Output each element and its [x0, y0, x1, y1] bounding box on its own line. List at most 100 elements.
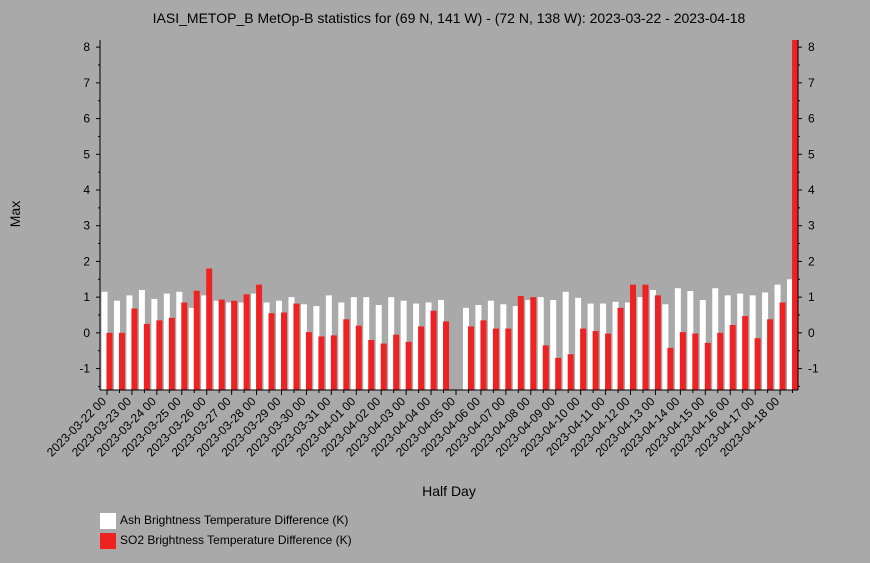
- chart-title: IASI_METOP_B MetOp-B statistics for (69 …: [153, 10, 746, 26]
- ash-bar: [313, 306, 320, 390]
- ash-bar: [375, 305, 382, 390]
- so2-bar: [580, 328, 587, 390]
- legend-swatch-ash: [100, 513, 116, 529]
- so2-bar: [355, 325, 362, 390]
- y-tick-label-left: 5: [83, 147, 90, 161]
- so2-bar: [654, 295, 661, 390]
- ash-bar: [600, 303, 607, 390]
- ash-bar: [687, 291, 694, 390]
- ash-bar: [487, 300, 494, 390]
- legend: Ash Brightness Temperature Difference (K…: [100, 513, 352, 549]
- so2-bar: [792, 40, 799, 390]
- axes: -1 -1 0 0 1 1 2 2 3 3 4 4 5 5 6 6 7 7 8 8: [79, 40, 819, 391]
- so2-bar: [467, 326, 474, 390]
- y-tick-label-left: 8: [83, 40, 90, 54]
- ash-bar: [201, 295, 208, 390]
- so2-bar: [206, 268, 213, 390]
- y-tick-label-right: 1: [808, 290, 815, 304]
- ash-bar: [163, 293, 170, 390]
- y-axis-label: Max: [7, 201, 23, 227]
- so2-bar: [480, 320, 487, 390]
- so2-bar: [729, 325, 736, 390]
- ash-bar: [413, 303, 420, 390]
- so2-bar: [505, 328, 512, 390]
- legend-swatch-so2: [100, 533, 116, 549]
- ash-bar: [325, 295, 332, 390]
- ash-bar: [475, 305, 482, 390]
- so2-bar: [605, 333, 612, 390]
- y-tick-label-right: 4: [808, 183, 815, 197]
- so2-bar: [131, 308, 138, 390]
- ash-bar: [388, 297, 395, 390]
- ash-bar: [300, 304, 307, 390]
- so2-bar: [704, 342, 711, 390]
- so2-bar: [106, 332, 113, 390]
- ash-bar: [425, 302, 432, 390]
- so2-bar: [567, 354, 574, 390]
- so2-bar: [642, 284, 649, 390]
- so2-bar: [592, 331, 599, 390]
- legend-label-ash: Ash Brightness Temperature Difference (K…: [120, 513, 348, 527]
- ash-bar: [288, 297, 295, 390]
- ash-bar: [113, 300, 120, 390]
- y-tick-label-right: 2: [808, 254, 815, 268]
- so2-bar: [118, 332, 125, 390]
- ash-bar: [537, 297, 544, 390]
- y-tick-label-right: -1: [808, 362, 819, 376]
- so2-bar: [193, 290, 200, 390]
- ash-bar: [612, 301, 619, 390]
- ash-bar: [101, 291, 108, 390]
- y-tick-label-left: 1: [83, 290, 90, 304]
- so2-bar: [343, 319, 350, 390]
- so2-bar: [218, 299, 225, 390]
- y-tick-label-right: 7: [808, 76, 815, 90]
- so2-bar: [256, 284, 263, 390]
- so2-bar: [443, 321, 450, 390]
- ash-bar: [724, 295, 731, 390]
- so2-bar: [330, 335, 337, 390]
- ash-bar: [126, 295, 133, 390]
- y-tick-label-right: 0: [808, 326, 815, 340]
- ash-bar: [762, 292, 769, 390]
- so2-bar: [667, 347, 674, 390]
- bars: [101, 40, 799, 390]
- so2-bar: [742, 316, 749, 390]
- so2-bar: [630, 284, 636, 390]
- ash-bar: [213, 300, 220, 390]
- ash-bar: [562, 291, 569, 390]
- ash-bar: [674, 288, 681, 390]
- ash-bar: [774, 284, 781, 390]
- so2-bar: [281, 312, 287, 390]
- so2-bar: [530, 297, 537, 390]
- so2-bar: [231, 300, 238, 390]
- y-tick-label-left: 6: [83, 112, 90, 126]
- so2-bar: [430, 310, 437, 390]
- so2-bar: [767, 319, 774, 390]
- so2-bar: [368, 340, 375, 390]
- ash-bar: [649, 290, 656, 390]
- ash-bar: [176, 291, 183, 390]
- ash-bar: [550, 300, 557, 390]
- so2-bar: [555, 357, 562, 390]
- so2-bar: [779, 302, 786, 390]
- y-tick-label-right: 5: [808, 147, 815, 161]
- legend-label-so2: SO2 Brightness Temperature Difference (K…: [120, 533, 352, 547]
- ash-bar: [238, 302, 245, 390]
- ash-bar: [363, 297, 370, 390]
- so2-bar: [692, 333, 699, 390]
- so2-bar: [717, 332, 724, 390]
- y-tick-label-left: 4: [83, 183, 90, 197]
- ash-bar: [338, 302, 345, 390]
- so2-bar: [143, 323, 150, 390]
- ash-bar: [438, 300, 445, 390]
- y-tick-label-left: -1: [79, 362, 90, 376]
- ash-bar: [587, 303, 594, 390]
- so2-bar: [393, 334, 400, 390]
- ash-bar: [575, 297, 582, 390]
- y-tick-label-left: 2: [83, 254, 90, 268]
- ash-bar: [276, 300, 282, 390]
- so2-bar: [542, 345, 549, 390]
- ash-bar: [625, 302, 631, 390]
- ash-bar: [226, 302, 233, 390]
